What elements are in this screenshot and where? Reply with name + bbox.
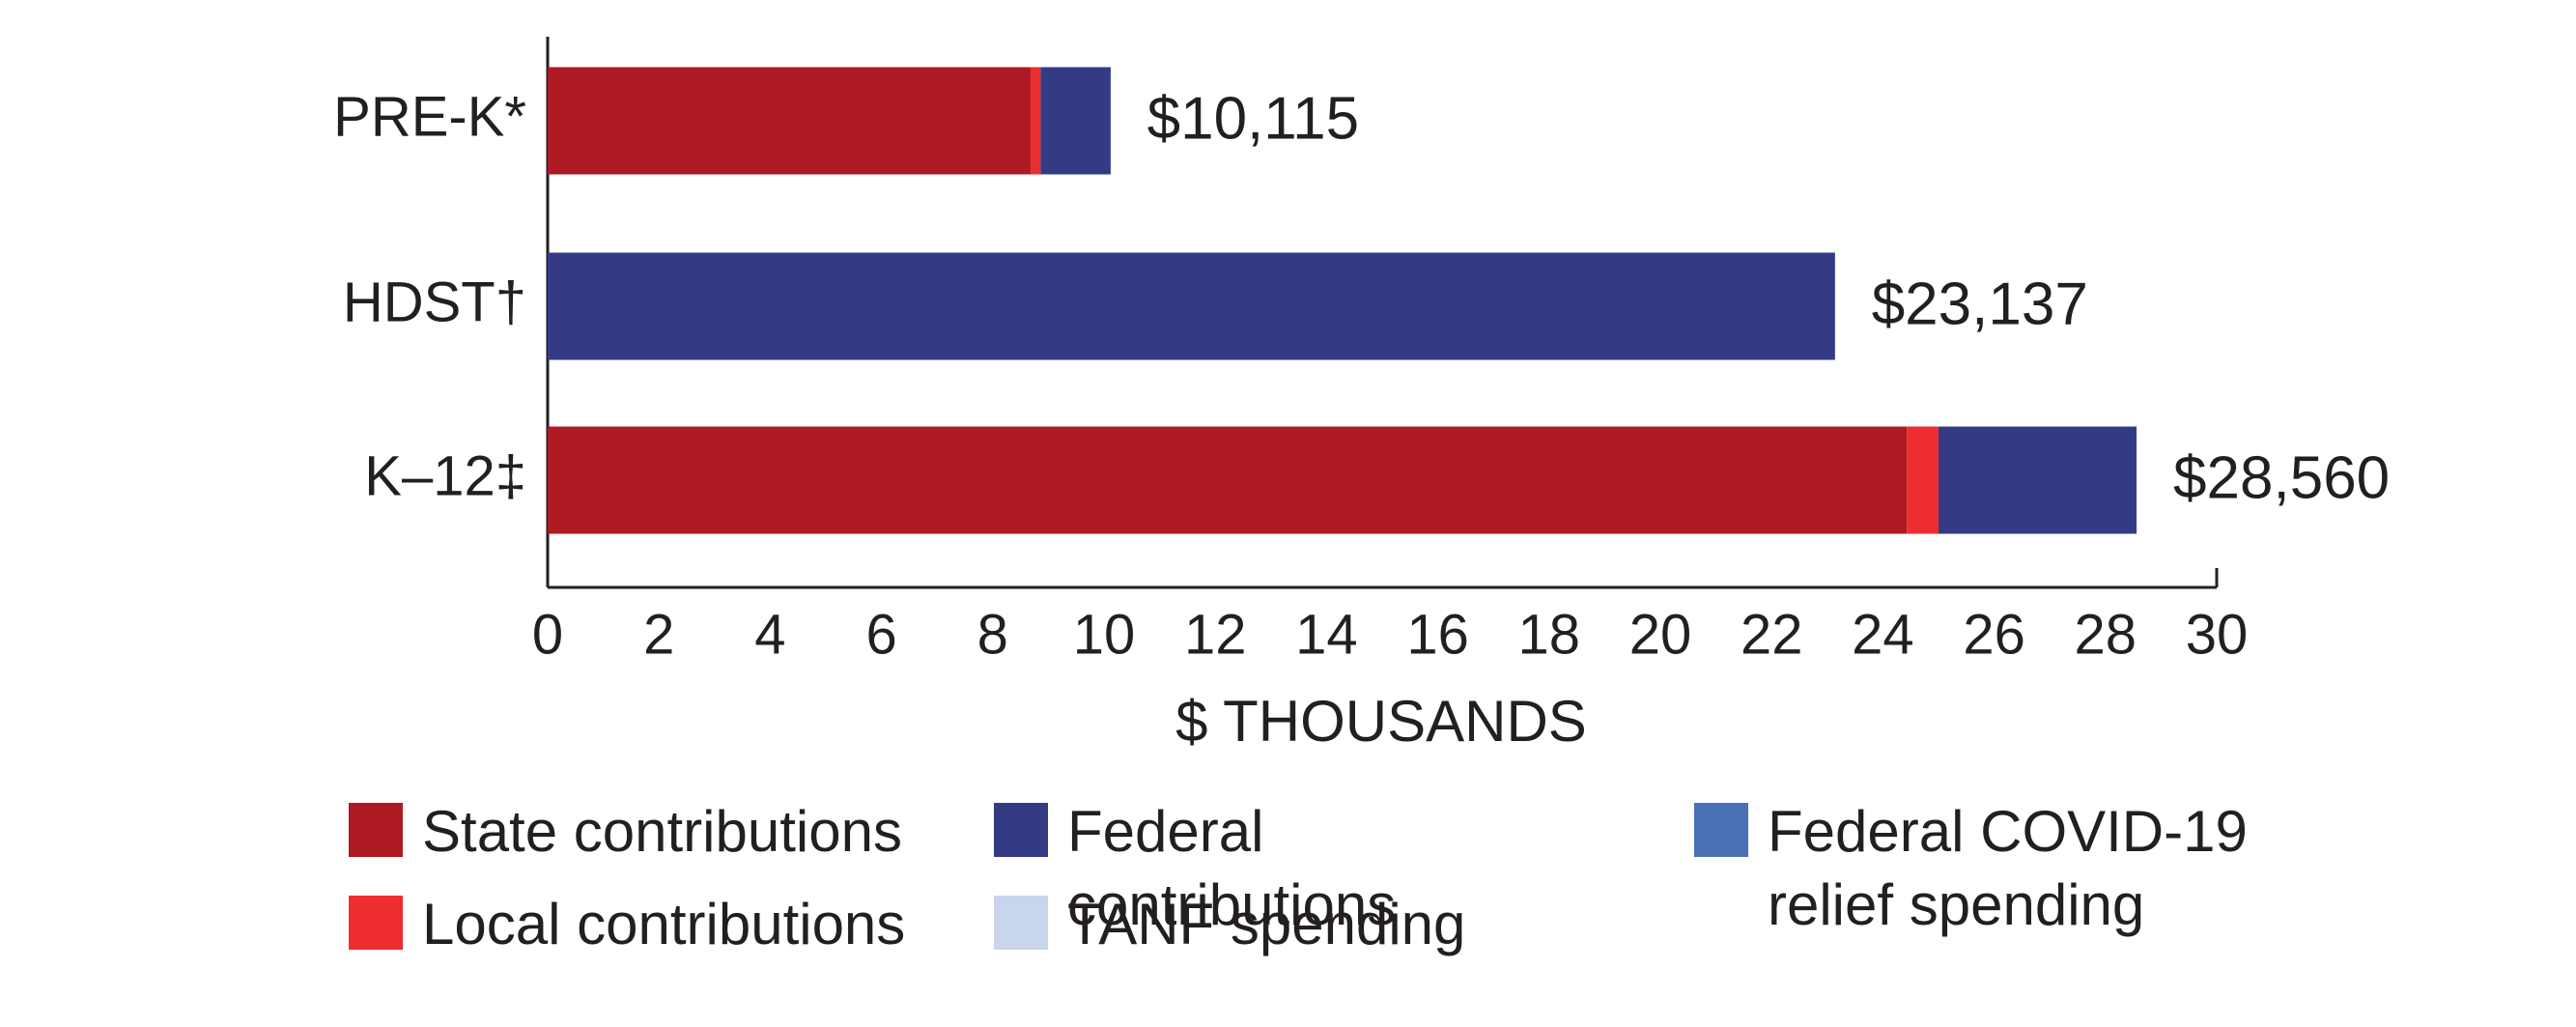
legend-swatch [994,896,1048,950]
bar-segment [548,67,1031,175]
total-label: $10,115 [1147,85,1360,152]
x-axis-title: $ THOUSANDS [1175,689,1587,754]
x-tick-label: 14 [1295,603,1358,666]
legend-label: State contributions [422,799,902,864]
legend-swatch [1694,803,1748,857]
legend-label: Federal COVID-19 relief spending [1768,799,2248,937]
bar-segment [1040,67,1111,175]
x-tick-label: 18 [1518,603,1581,666]
legend-item: TANF spending [994,888,1465,961]
legend-item: Local contributions [349,888,905,961]
total-label: $23,137 [1872,271,2088,337]
legend-label: TANF spending [1067,892,1466,956]
x-tick-label: 4 [754,603,785,666]
x-tick-label: 30 [2186,603,2249,666]
x-tick-label: 2 [643,603,674,666]
x-tick-label: 28 [2075,603,2137,666]
x-tick-label: 22 [1741,603,1803,666]
legend-swatch [994,803,1048,857]
x-tick-label: 12 [1184,603,1247,666]
legend-item: Federal COVID-19 relief spending [1694,795,2308,942]
x-tick-label: 10 [1073,603,1136,666]
total-label: $28,560 [2173,444,2390,511]
x-tick-label: 20 [1629,603,1692,666]
x-tick-label: 6 [865,603,896,666]
legend-swatch [349,803,403,857]
x-tick-label: 16 [1406,603,1469,666]
bar-segment [1907,426,1939,534]
bar-segment [548,426,1908,534]
legend-label: Federal contributions [1067,799,1397,937]
y-tick-label: PRE-K* [333,85,526,148]
bar-segment [548,252,1835,360]
x-tick-label: 8 [977,603,1008,666]
y-tick-label: HDST† [343,271,526,333]
bar-segment [1030,67,1041,175]
x-tick-label: 0 [532,603,563,666]
y-tick-label: K–12‡ [364,444,526,507]
legend-item: State contributions [349,795,902,869]
x-tick-label: 24 [1852,603,1914,666]
legend-label: Local contributions [422,892,906,956]
bar-segment [1939,426,2137,534]
legend-item: Federal contributions [994,795,1608,942]
legend-swatch [349,896,403,950]
x-tick-label: 26 [1963,603,2025,666]
